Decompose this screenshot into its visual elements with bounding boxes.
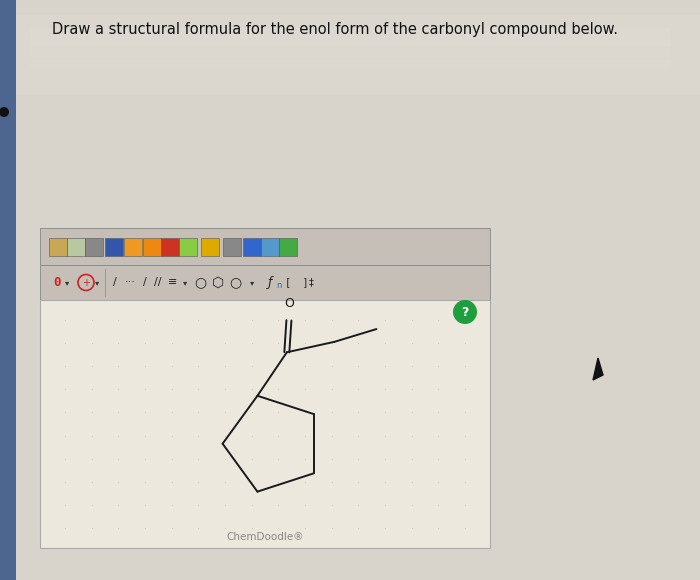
Text: /: / <box>113 277 117 288</box>
Text: ▾: ▾ <box>250 278 254 287</box>
Text: ○: ○ <box>229 276 241 289</box>
Text: ▾: ▾ <box>65 278 69 287</box>
Text: [  ]‡: [ ]‡ <box>286 277 315 288</box>
Text: //: // <box>154 277 162 288</box>
Text: ?: ? <box>461 306 469 318</box>
Text: ≡: ≡ <box>168 277 178 288</box>
Text: ⬡: ⬡ <box>212 276 224 289</box>
Bar <box>223 237 241 256</box>
Text: ChemDoodle®: ChemDoodle® <box>226 532 304 542</box>
Text: 0: 0 <box>53 276 61 289</box>
Text: +: + <box>82 277 90 288</box>
Bar <box>179 237 197 256</box>
Bar <box>85 237 103 256</box>
Circle shape <box>453 300 477 324</box>
Bar <box>30 28 670 46</box>
Bar <box>243 237 261 256</box>
Bar <box>40 265 490 300</box>
Text: /: / <box>143 277 147 288</box>
Bar <box>40 300 490 548</box>
Text: ▾: ▾ <box>95 278 99 287</box>
Bar <box>30 45 670 57</box>
Polygon shape <box>593 358 603 380</box>
Bar <box>261 237 279 256</box>
Text: ···: ··· <box>125 277 135 288</box>
Bar <box>0 15 700 95</box>
Bar <box>49 237 67 256</box>
Bar <box>67 237 85 256</box>
Text: ƒ: ƒ <box>268 276 272 289</box>
Text: Draw a structural formula for the enol form of the carbonyl compound below.: Draw a structural formula for the enol f… <box>52 22 618 37</box>
Bar <box>105 237 123 256</box>
Text: ○: ○ <box>194 276 206 289</box>
Bar <box>124 237 142 256</box>
Text: O: O <box>284 298 294 310</box>
Bar <box>0 0 16 580</box>
Circle shape <box>0 107 9 117</box>
Bar <box>40 228 490 265</box>
Bar <box>30 60 670 68</box>
Bar <box>201 237 219 256</box>
Bar <box>279 237 297 256</box>
Text: ▾: ▾ <box>183 278 187 287</box>
Bar <box>143 237 161 256</box>
Bar <box>161 237 179 256</box>
Text: n: n <box>276 281 281 290</box>
